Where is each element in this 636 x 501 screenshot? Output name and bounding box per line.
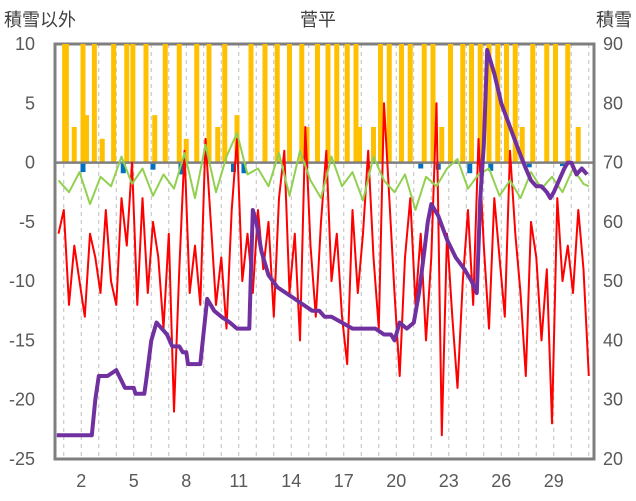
y-tick-right: 50 (603, 271, 623, 291)
precipitation-bar (99, 138, 105, 163)
precipitation-bar (504, 44, 509, 163)
precipitation-bar (315, 44, 320, 163)
sunshine-bar (231, 162, 236, 173)
precipitation-bar (519, 127, 525, 163)
precipitation-bar (448, 44, 453, 163)
x-tick: 14 (281, 471, 301, 491)
precipitation-bar (176, 44, 182, 163)
y-tick-right: 90 (603, 34, 623, 54)
precipitation-bar (162, 44, 168, 163)
y-tick-right: 40 (603, 330, 623, 350)
precipitation-bar (287, 44, 292, 163)
precipitation-bar (299, 44, 305, 163)
x-tick: 8 (181, 471, 191, 491)
precipitation-bar (544, 44, 550, 163)
precipitation-bar (325, 44, 331, 163)
x-tick: 29 (544, 471, 564, 491)
precipitation-bar (399, 44, 404, 163)
precipitation-bar (143, 44, 149, 163)
precipitation-bar (486, 44, 492, 163)
x-tick: 5 (129, 471, 139, 491)
snow-depth-line (56, 47, 589, 438)
y-tick-right: 70 (603, 153, 623, 173)
precipitation-bar (262, 44, 268, 163)
precipitation-bar (439, 127, 445, 163)
precipitation-bar (430, 44, 436, 163)
y-tick-left: 0 (25, 153, 35, 173)
precipitation-bar (553, 44, 558, 163)
x-tick: 17 (334, 471, 354, 491)
sunshine-bar (150, 162, 156, 170)
x-tick: 23 (439, 471, 459, 491)
precipitation-bar (477, 44, 483, 163)
y-tick-left: -10 (9, 271, 35, 291)
y-tick-left: -5 (19, 212, 35, 232)
precipitation-bar (152, 115, 158, 163)
precipitation-bar (407, 44, 413, 163)
precipitation-bar (124, 44, 130, 163)
sunshine-bar (241, 162, 247, 174)
precipitation-bar (63, 44, 69, 163)
x-tick: 11 (229, 471, 248, 491)
precipitation-bar (353, 44, 359, 163)
precipitation-bar (371, 127, 376, 163)
precipitation-bar (71, 127, 77, 163)
precipitation-bar (183, 138, 189, 163)
sunshine-bar (80, 162, 86, 173)
y-tick-left: -20 (9, 390, 35, 410)
temperature-line (57, 102, 590, 437)
precipitation-bar (378, 44, 383, 163)
y-tick-right: 20 (603, 449, 623, 469)
sunshine-bar (120, 162, 126, 174)
y-tick-left: 10 (15, 34, 35, 54)
y-tick-left: -25 (9, 449, 35, 469)
precipitation-bar (91, 44, 97, 163)
precipitation-bar (469, 44, 474, 163)
precipitation-bar (344, 44, 350, 163)
precipitation-bar (530, 44, 536, 163)
precipitation-bar (222, 44, 228, 163)
precipitation-bar (575, 127, 581, 163)
precipitation-bar (386, 44, 392, 163)
precipitation-bar (357, 127, 362, 163)
precipitation-bar (495, 44, 501, 163)
plot-frame (53, 42, 596, 461)
precipitation-bar (334, 44, 340, 163)
sunshine-bar (526, 162, 532, 168)
sunshine-bar (467, 162, 473, 174)
sunshine-bar (560, 162, 565, 167)
left-axis-title: 積雪以外 (4, 10, 76, 30)
sunshine-bar (418, 162, 424, 169)
precipitation-bar (194, 44, 200, 163)
y-tick-right: 30 (603, 390, 623, 410)
precipitation-bar (206, 44, 212, 163)
right-axis-title: 積雪 (596, 10, 632, 30)
chart-title: 菅平 (300, 10, 336, 30)
y-tick-left: 5 (25, 93, 35, 113)
precipitation-bar (215, 127, 221, 163)
precipitation-bar (80, 44, 86, 163)
sunshine-bar (488, 162, 494, 171)
y-tick-right: 80 (603, 93, 623, 113)
x-tick: 20 (386, 471, 406, 491)
x-tick: 26 (491, 471, 511, 491)
precipitation-bar (248, 44, 254, 163)
precipitation-bar (512, 44, 518, 163)
precipitation-bar (421, 44, 427, 163)
precipitation-bar (130, 44, 136, 163)
precipitation-bar (84, 115, 89, 163)
y-tick-left: -15 (9, 330, 35, 350)
precipitation-bar (274, 44, 280, 163)
y-tick-right: 60 (603, 212, 623, 232)
precipitation-bar (565, 44, 571, 163)
x-tick: 2 (76, 471, 86, 491)
precipitation-bar (460, 44, 466, 163)
green-series-line (57, 131, 590, 211)
precipitation-bar (111, 44, 117, 163)
